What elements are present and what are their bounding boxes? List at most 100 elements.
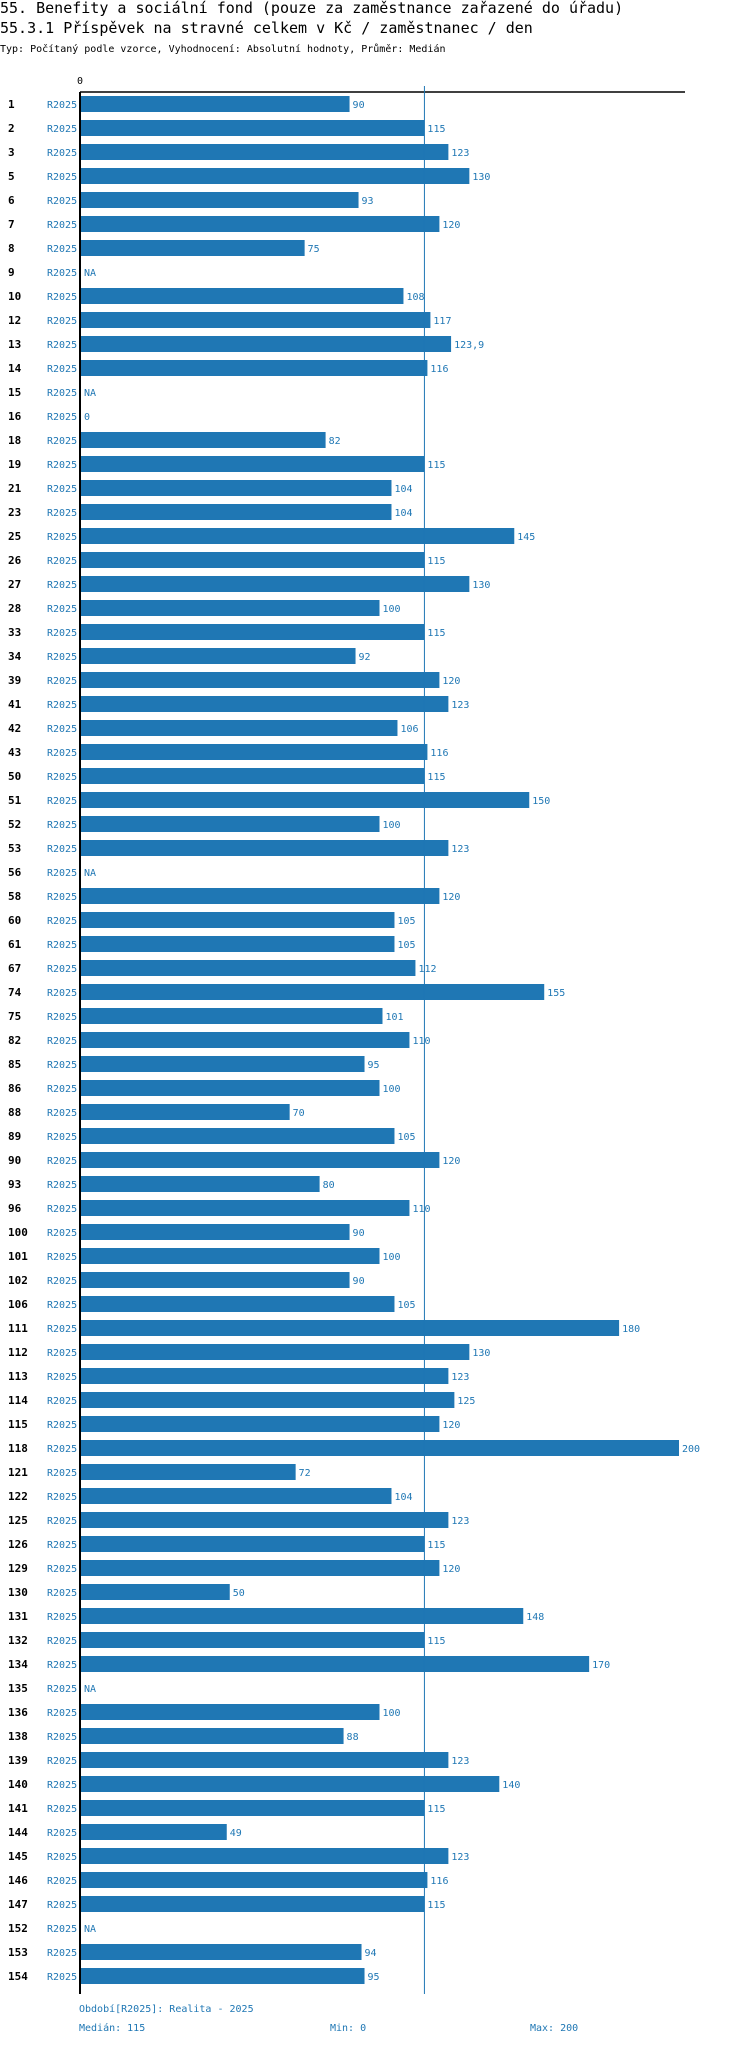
row-period-label: R2025 — [47, 1204, 77, 1215]
bar-value-label: 100 — [383, 1708, 401, 1719]
chart-subtitle: 55.3.1 Příspěvek na stravné celkem v Kč … — [0, 19, 533, 37]
row-period-label: R2025 — [47, 1324, 77, 1335]
bar — [80, 1896, 425, 1912]
bar-value-label: 115 — [427, 124, 445, 135]
row-period-label: R2025 — [47, 1588, 77, 1599]
row-id-label: 102 — [8, 1274, 28, 1287]
bar — [80, 504, 392, 520]
row-period-label: R2025 — [47, 1300, 77, 1311]
row-id-label: 12 — [8, 314, 21, 327]
chart-type-line: Typ: Počítaný podle vzorce, Vyhodnocení:… — [0, 44, 446, 55]
row-period-label: R2025 — [47, 700, 77, 711]
bar-value-label: 0 — [84, 412, 90, 423]
bar — [80, 696, 449, 712]
bar — [80, 1584, 230, 1600]
row-period-label: R2025 — [47, 340, 77, 351]
row-id-label: 41 — [8, 698, 22, 711]
row-period-label: R2025 — [47, 772, 77, 783]
row-period-label: R2025 — [47, 244, 77, 255]
row-period-label: R2025 — [47, 676, 77, 687]
row-period-label: R2025 — [47, 1972, 77, 1983]
row-id-label: 144 — [8, 1826, 28, 1839]
row-id-label: 3 — [8, 146, 15, 159]
row-period-label: R2025 — [47, 172, 77, 183]
row-period-label: R2025 — [47, 1468, 77, 1479]
bar-value-label: 80 — [323, 1180, 335, 1191]
bar — [80, 960, 416, 976]
bar — [80, 456, 425, 472]
bar — [80, 936, 395, 952]
bar-value-label: 88 — [347, 1732, 359, 1743]
row-id-label: 25 — [8, 530, 21, 543]
row-id-label: 114 — [8, 1394, 28, 1407]
row-id-label: 39 — [8, 674, 21, 687]
row-id-label: 90 — [8, 1154, 21, 1167]
row-period-label: R2025 — [47, 988, 77, 999]
row-period-label: R2025 — [47, 220, 77, 231]
row-id-label: 101 — [8, 1250, 28, 1263]
bar-value-label: 116 — [430, 364, 448, 375]
row-id-label: 132 — [8, 1634, 28, 1647]
row-id-label: 147 — [8, 1898, 28, 1911]
bar-value-label: 100 — [383, 604, 401, 615]
bar-value-label: 115 — [427, 1636, 445, 1647]
row-period-label: R2025 — [47, 1060, 77, 1071]
bar — [80, 792, 530, 808]
row-period-label: R2025 — [47, 1612, 77, 1623]
row-period-label: R2025 — [47, 964, 77, 975]
bar — [80, 1440, 679, 1456]
bar — [80, 1152, 440, 1168]
row-id-label: 138 — [8, 1730, 28, 1743]
row-id-label: 23 — [8, 506, 21, 519]
row-period-label: R2025 — [47, 1564, 77, 1575]
chart-title: 55. Benefity a sociální fond (pouze za z… — [0, 0, 624, 17]
bar — [80, 1752, 449, 1768]
row-id-label: 6 — [8, 194, 15, 207]
bar — [80, 192, 359, 208]
row-id-label: 154 — [8, 1970, 28, 1983]
bar-value-label: 123 — [451, 700, 469, 711]
bar — [80, 720, 398, 736]
row-id-label: 93 — [8, 1178, 21, 1191]
bar — [80, 240, 305, 256]
bar-value-label: 123 — [451, 148, 469, 159]
bar — [80, 1056, 365, 1072]
footer-min: Min: 0 — [330, 2023, 367, 2034]
row-id-label: 85 — [8, 1058, 21, 1071]
row-period-label: R2025 — [47, 892, 77, 903]
bar — [80, 1104, 290, 1120]
row-id-label: 126 — [8, 1538, 28, 1551]
row-id-label: 82 — [8, 1034, 21, 1047]
row-period-label: R2025 — [47, 1828, 77, 1839]
bar — [80, 1392, 455, 1408]
bar-value-label: 115 — [427, 628, 445, 639]
bar — [80, 624, 425, 640]
bar-value-label: 115 — [427, 1900, 445, 1911]
row-id-label: 145 — [8, 1850, 28, 1863]
bar-value-label: 90 — [353, 1228, 365, 1239]
bar-value-label: 90 — [353, 100, 365, 111]
row-id-label: 61 — [8, 938, 22, 951]
row-id-label: 26 — [8, 554, 22, 567]
bar-value-label: 82 — [329, 436, 341, 447]
bar-value-label: 115 — [427, 772, 445, 783]
footer-median: Medián: 115 — [79, 2023, 146, 2034]
row-period-label: R2025 — [47, 1732, 77, 1743]
bar — [80, 1728, 344, 1744]
row-id-label: 146 — [8, 1874, 28, 1887]
bar — [80, 672, 440, 688]
bar-value-label: 180 — [622, 1324, 640, 1335]
bar-value-label: NA — [84, 268, 96, 279]
row-period-label: R2025 — [47, 556, 77, 567]
row-id-label: 135 — [8, 1682, 28, 1695]
row-period-label: R2025 — [47, 412, 77, 423]
bar — [80, 1488, 392, 1504]
row-period-label: R2025 — [47, 292, 77, 303]
row-id-label: 96 — [8, 1202, 22, 1215]
row-period-label: R2025 — [47, 1084, 77, 1095]
bar-value-label: 117 — [433, 316, 451, 327]
bar — [80, 888, 440, 904]
row-period-label: R2025 — [47, 1540, 77, 1551]
row-id-label: 74 — [8, 986, 22, 999]
bar-value-label: 123 — [451, 1372, 469, 1383]
